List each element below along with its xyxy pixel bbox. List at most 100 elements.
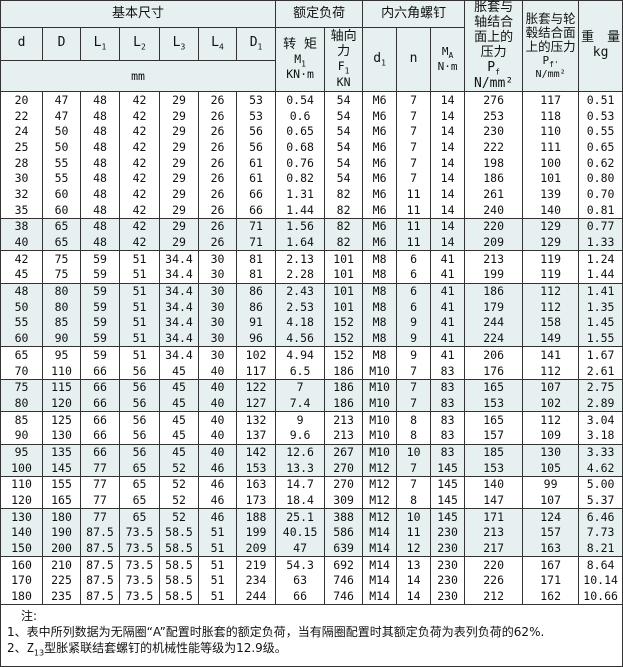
table-cell: 180 bbox=[0, 588, 43, 606]
table-cell: 152 bbox=[324, 330, 364, 348]
table-cell: 73.5 bbox=[119, 588, 160, 606]
table-cell: 7 bbox=[396, 460, 432, 477]
table-cell: 1.41 bbox=[578, 282, 623, 300]
hub-pressure-symbol: Pf' bbox=[542, 53, 559, 70]
table-cell: 14 bbox=[430, 202, 466, 219]
dim-header: L3 bbox=[159, 26, 199, 62]
table-cell: 7 bbox=[396, 475, 432, 493]
weight-header: 重 量 kg bbox=[578, 0, 623, 93]
table-cell: 29 bbox=[159, 170, 199, 187]
table-cell: 176 bbox=[464, 363, 524, 380]
table-cell: 230 bbox=[430, 540, 466, 558]
notes: 注: 1、表中所列数据为无隔圈“A”配置时胀套的额定负荷，当有隔圈配置时其额定负… bbox=[0, 604, 623, 667]
axial-force-label: 轴向力 bbox=[330, 29, 357, 60]
table-cell: 30 bbox=[198, 250, 237, 268]
table-cell: 107 bbox=[522, 492, 580, 510]
table-cell: 66 bbox=[235, 186, 277, 203]
table-cell: 42 bbox=[0, 250, 43, 268]
table-cell: 47 bbox=[42, 91, 81, 109]
table-cell: 746 bbox=[324, 573, 364, 589]
table-cell: 209 bbox=[464, 234, 524, 252]
table-cell: 18.4 bbox=[275, 492, 326, 510]
table-cell: 41 bbox=[430, 267, 466, 284]
table-cell: 40 bbox=[198, 427, 237, 445]
table-cell: 66 bbox=[235, 202, 277, 219]
table-cell: 32 bbox=[0, 186, 43, 203]
table-cell: 85 bbox=[42, 315, 81, 331]
table-cell: 7 bbox=[396, 395, 432, 413]
table-row: 20 47 48 42 29 26 53 0.54 54 M6 7 14 276 117 0.51 bbox=[0, 91, 623, 109]
table-cell: 692 bbox=[324, 556, 364, 574]
table-cell: 10.66 bbox=[578, 588, 623, 606]
table-cell: 1.35 bbox=[578, 299, 623, 316]
table-cell: 81 bbox=[235, 250, 277, 268]
table-cell: 86 bbox=[235, 282, 277, 300]
table-cell: 0.76 bbox=[275, 155, 326, 171]
table-cell: 0.80 bbox=[578, 170, 623, 187]
table-row: 140 190 87.5 73.5 58.5 51 199 40.15 586 M14 11 230 2… bbox=[0, 525, 623, 541]
shaft-pressure-unit: N/mm² bbox=[474, 75, 514, 91]
table-cell: 117 bbox=[522, 91, 580, 109]
table-cell: 1.67 bbox=[578, 346, 623, 364]
table-cell: 8 bbox=[396, 427, 432, 445]
table-cell: 153 bbox=[464, 395, 524, 413]
table-cell: 90 bbox=[0, 427, 43, 445]
table-row: 80 120 66 56 45 40 127 7.4 186 M10 7 83 153 102 2.89 bbox=[0, 395, 623, 413]
table-cell: 51 bbox=[198, 525, 237, 541]
table-row: 60 90 59 51 34.4 30 96 4.56 152 M8 9 41 224 149 1.55 bbox=[0, 330, 623, 348]
table-cell: 2.89 bbox=[578, 395, 623, 413]
table-cell: 157 bbox=[522, 525, 580, 541]
table-row: 38 65 48 42 29 26 71 1.56 82 M6 11 14 220 129 0.77 bbox=[0, 217, 623, 235]
table-cell: 47 bbox=[42, 108, 81, 124]
table-cell: 66 bbox=[80, 411, 120, 428]
dim-header: L4 bbox=[198, 26, 237, 62]
table-cell: 0.6 bbox=[275, 108, 326, 124]
table-cell: 65 bbox=[119, 492, 160, 510]
table-cell: 0.53 bbox=[578, 108, 623, 124]
row-group: 20 47 48 42 29 26 53 0.54 54 M6 7 14 276 117 0.51 22 47 4… bbox=[0, 91, 623, 219]
table-cell: 60 bbox=[42, 186, 81, 203]
table-cell: 135 bbox=[42, 443, 81, 461]
table-cell: 41 bbox=[430, 250, 466, 268]
table-row: 48 80 59 51 34.4 30 86 2.43 101 M8 6 41 186 112 1.41 bbox=[0, 282, 623, 300]
table-cell: 120 bbox=[42, 395, 81, 413]
table-cell: 30 bbox=[198, 267, 237, 284]
table-cell: 51 bbox=[119, 282, 160, 300]
table-cell: 11 bbox=[396, 234, 432, 252]
table-cell: 82 bbox=[324, 202, 364, 219]
table-cell: 56 bbox=[235, 139, 277, 156]
table-cell: 29 bbox=[159, 217, 199, 235]
axial-force-header: 轴向力 F1 KN bbox=[324, 26, 364, 93]
table-row: 42 75 59 51 34.4 30 81 2.13 101 M8 6 41 213 119 1.24 bbox=[0, 250, 623, 268]
table-cell: 270 bbox=[324, 460, 364, 477]
table-cell: 157 bbox=[464, 427, 524, 445]
dim-header: D bbox=[42, 26, 81, 62]
table-cell: 112 bbox=[522, 282, 580, 300]
table-cell: 54.3 bbox=[275, 556, 326, 574]
table-cell: 42 bbox=[119, 123, 160, 140]
table-cell: 14 bbox=[430, 186, 466, 203]
table-cell: 54 bbox=[324, 170, 364, 187]
hub-pressure-header: 胀套与轮毂结合面上的压力 Pf' N/mm² bbox=[522, 0, 580, 93]
table-cell: 58.5 bbox=[159, 525, 199, 541]
table-cell: 81 bbox=[235, 267, 277, 284]
table-cell: 42 bbox=[119, 170, 160, 187]
table-cell: 309 bbox=[324, 492, 364, 510]
table-cell: 7.73 bbox=[578, 525, 623, 541]
table-cell: 7 bbox=[396, 91, 432, 109]
table-cell: 230 bbox=[430, 573, 466, 589]
table-cell: 6.46 bbox=[578, 508, 623, 526]
table-cell: 158 bbox=[522, 315, 580, 331]
table-cell: 2.28 bbox=[275, 267, 326, 284]
table-cell: 40 bbox=[198, 363, 237, 380]
table-cell: 12.6 bbox=[275, 443, 326, 461]
table-cell: 80 bbox=[0, 395, 43, 413]
table-cell: 163 bbox=[522, 540, 580, 558]
notes-title: 注: bbox=[21, 609, 38, 624]
table-cell: 40 bbox=[198, 443, 237, 461]
table-row: 65 95 59 51 34.4 30 102 4.94 152 M8 9 41 206 141 1.67 bbox=[0, 346, 623, 364]
table-cell: 54 bbox=[324, 108, 364, 124]
table-cell: 75 bbox=[42, 250, 81, 268]
table-cell: 61 bbox=[235, 170, 277, 187]
table-cell: M6 bbox=[362, 202, 398, 219]
